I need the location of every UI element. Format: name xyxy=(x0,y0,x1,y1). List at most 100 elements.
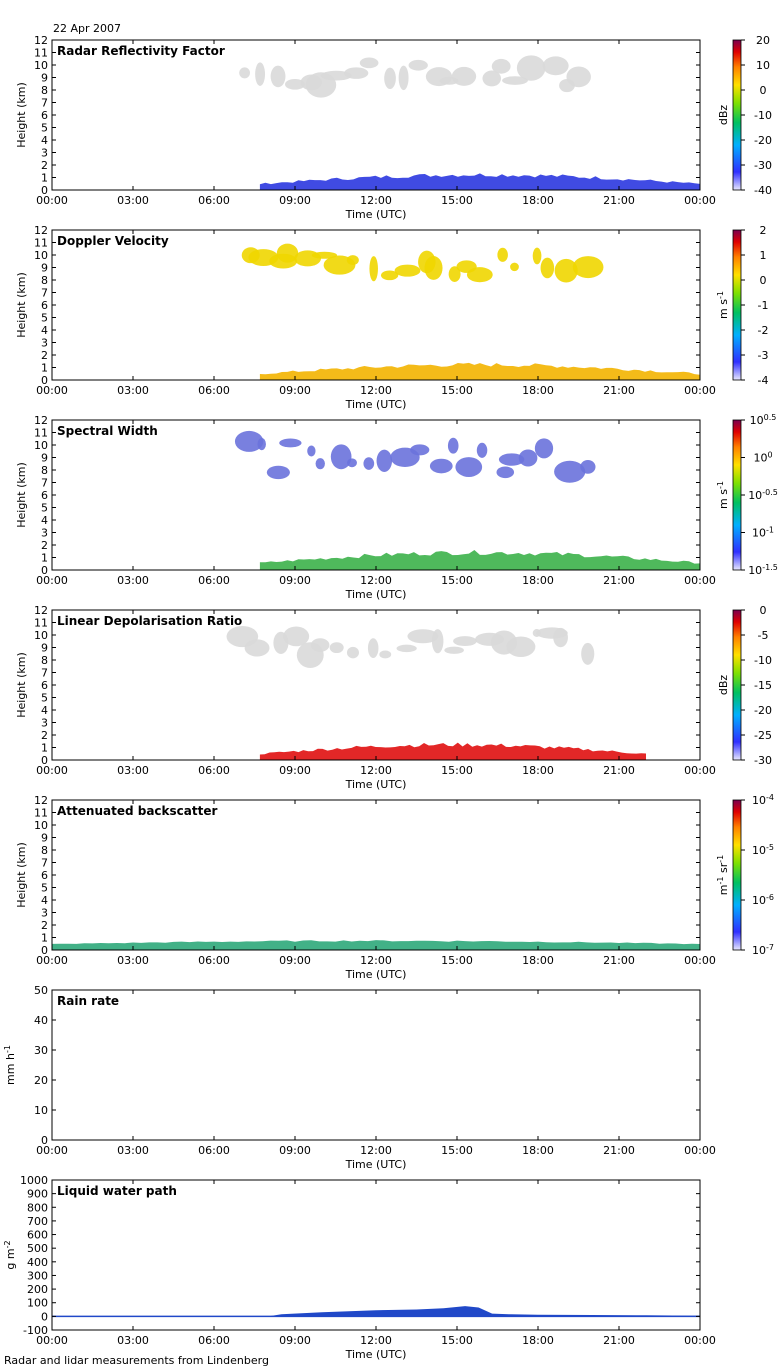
cloud-blob xyxy=(448,266,461,282)
y-tick-label: 7 xyxy=(41,97,48,110)
cloud-blob xyxy=(424,256,443,280)
x-tick-label: 03:00 xyxy=(117,384,149,397)
x-tick-label: 03:00 xyxy=(117,194,149,207)
panel-5: Rain rate 0 10 20 30 40 50 mm h-1 00:00 03:00 06:0… xyxy=(3,984,716,1171)
cloud-blob xyxy=(466,267,493,283)
x-tick-label: 06:00 xyxy=(198,194,230,207)
colorbar-tick-label: -5 xyxy=(758,629,769,642)
colorbar-tick-label: -3 xyxy=(758,349,769,362)
cloud-blob xyxy=(532,247,542,265)
colorbar xyxy=(732,799,742,951)
cloud-blob xyxy=(369,256,378,282)
y-axis-label: Height (km) xyxy=(15,462,28,528)
y-tick-label: 8 xyxy=(41,464,48,477)
y-tick-label: 5 xyxy=(41,502,48,515)
y-tick-label: 11 xyxy=(34,47,48,60)
y-tick-label: 1 xyxy=(41,362,48,375)
y-tick-label: 600 xyxy=(27,1229,48,1242)
cloud-blob xyxy=(542,56,569,76)
cloud-blob xyxy=(384,67,396,90)
colorbar xyxy=(732,229,742,381)
x-tick-label: 18:00 xyxy=(522,384,554,397)
y-tick-label: 200 xyxy=(27,1283,48,1296)
feature-boundary-layer xyxy=(259,173,700,190)
feature-cirrus xyxy=(239,55,591,98)
panel-title: Attenuated backscatter xyxy=(57,804,217,818)
y-tick-label: 0 xyxy=(41,564,48,577)
colorbar-tick-label: 10-5 xyxy=(752,843,774,858)
cloud-blob xyxy=(516,55,546,81)
colorbar-tick-label: 10-4 xyxy=(752,793,774,808)
y-tick-label: 10 xyxy=(34,59,48,72)
x-tick-label: 12:00 xyxy=(360,384,392,397)
cloud-blob xyxy=(379,650,392,659)
colorbar-tick-label: 0 xyxy=(760,84,767,97)
x-tick-label: 12:00 xyxy=(360,1144,392,1157)
cloud-blob xyxy=(239,67,250,79)
y-tick-label: 9 xyxy=(41,832,48,845)
feature-boundary-layer xyxy=(259,362,700,380)
colorbar-tick-label: -40 xyxy=(754,184,772,197)
y-tick-label: 9 xyxy=(41,72,48,85)
x-axis-label: Time (UTC) xyxy=(345,968,407,981)
colorbar-tick-label: -4 xyxy=(758,374,769,387)
series-area xyxy=(52,1306,700,1317)
x-tick-label: 00:00 xyxy=(684,1144,716,1157)
tick-base: 10 xyxy=(748,489,762,502)
x-tick-label: 12:00 xyxy=(360,194,392,207)
colorbar-tick-label: 100 xyxy=(753,450,772,465)
tick-base: 10 xyxy=(752,844,766,857)
tick-exponent: -7 xyxy=(766,943,774,952)
colorbar-tick-label: -20 xyxy=(754,134,772,147)
cloud-blob xyxy=(396,644,417,653)
label-part: g m xyxy=(4,1248,17,1269)
cloud-blob xyxy=(320,70,352,81)
colorbar xyxy=(732,39,742,191)
y-axis-label: Height (km) xyxy=(15,82,28,148)
y-tick-label: 4 xyxy=(41,324,48,337)
label-part: -1 xyxy=(716,877,725,885)
x-tick-label: 06:00 xyxy=(198,1144,230,1157)
cloud-blob xyxy=(347,458,357,468)
x-tick-label: 09:00 xyxy=(279,384,311,397)
label-part: -1 xyxy=(716,855,725,863)
x-tick-label: 03:00 xyxy=(117,574,149,587)
colorbar-tick-label: -1 xyxy=(758,299,769,312)
plot-area xyxy=(51,229,701,381)
colorbar-tick-label: -2 xyxy=(758,324,769,337)
y-tick-label: 8 xyxy=(41,654,48,667)
label-part: mm h xyxy=(4,1053,17,1085)
x-tick-label: 00:00 xyxy=(36,574,68,587)
x-tick-label: 18:00 xyxy=(522,1144,554,1157)
y-tick-label: 8 xyxy=(41,274,48,287)
colorbar-tick-label: 10-6 xyxy=(752,893,774,908)
x-tick-label: 21:00 xyxy=(603,194,635,207)
y-tick-label: 3 xyxy=(41,527,48,540)
x-axis-label: Time (UTC) xyxy=(345,208,407,221)
cloud-blob xyxy=(407,629,439,644)
panel-title: Rain rate xyxy=(57,994,119,1008)
colorbar-label: m s-1 xyxy=(716,291,731,319)
cloud-blob xyxy=(285,78,305,90)
cloud-blob xyxy=(451,66,477,86)
cloud-blob xyxy=(376,449,393,472)
y-tick-label: 8 xyxy=(41,844,48,857)
colorbar-tick-label: -20 xyxy=(754,704,772,717)
x-tick-label: 09:00 xyxy=(279,764,311,777)
label-part: -2 xyxy=(3,1240,12,1248)
y-tick-label: 5 xyxy=(41,692,48,705)
cloud-blob xyxy=(496,466,515,479)
x-tick-label: 00:00 xyxy=(684,384,716,397)
colorbar-tick-label: 2 xyxy=(760,224,767,237)
date-label: 22 Apr 2007 xyxy=(53,22,121,35)
y-tick-label: 5 xyxy=(41,882,48,895)
y-tick-label: 800 xyxy=(27,1201,48,1214)
panel-title: Liquid water path xyxy=(57,1184,177,1198)
tick-exponent: -1.5 xyxy=(762,563,778,572)
y-tick-label: 1 xyxy=(41,552,48,565)
x-tick-label: 18:00 xyxy=(522,1334,554,1347)
y-tick-label: -100 xyxy=(23,1324,48,1337)
x-tick-label: 00:00 xyxy=(36,954,68,967)
cloud-blob xyxy=(244,639,270,657)
